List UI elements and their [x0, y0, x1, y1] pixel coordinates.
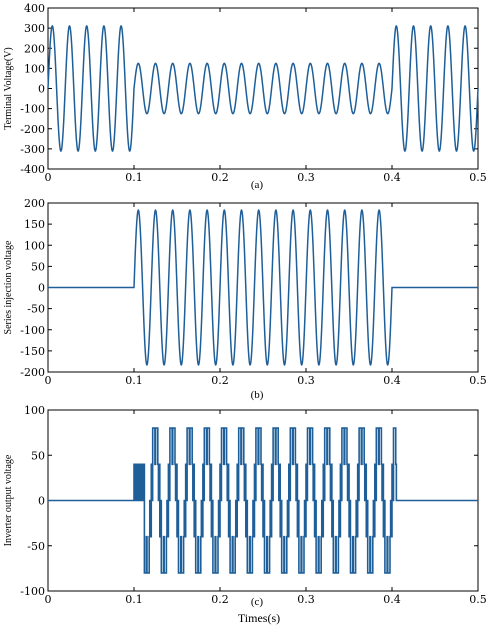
x-tick-label: 0.5 — [469, 171, 487, 184]
x-tick-label: 0.4 — [383, 374, 401, 387]
y-axis-label: Inverter output voltage — [3, 454, 14, 546]
y-tick-label: 50 — [31, 260, 45, 273]
y-tick-label: 200 — [24, 42, 45, 55]
y-tick-label: 400 — [24, 2, 45, 15]
x-tick-label: 0.1 — [125, 171, 143, 184]
y-tick-label: 100 — [24, 62, 45, 75]
x-tick-label: 0.3 — [297, 374, 315, 387]
y-tick-label: 150 — [24, 218, 45, 231]
y-tick-label: -150 — [20, 345, 45, 358]
y-tick-label: -50 — [27, 303, 45, 316]
x-tick-label: 0.3 — [297, 593, 315, 606]
panel-caption: (c) — [251, 596, 264, 608]
y-tick-label: -100 — [20, 585, 45, 598]
x-tick-label: 0 — [45, 374, 52, 387]
y-tick-label: -200 — [20, 123, 45, 136]
series-line — [47, 24, 479, 153]
y-tick-label: 0 — [38, 83, 45, 96]
y-tick-label: -300 — [20, 143, 45, 156]
x-tick-label: 0.2 — [211, 171, 229, 184]
panel-caption: (a) — [251, 179, 264, 191]
y-tick-label: 100 — [24, 239, 45, 252]
x-tick-label: 0.1 — [125, 374, 143, 387]
y-tick-label: -100 — [20, 103, 45, 116]
y-tick-label: 300 — [24, 22, 45, 35]
y-tick-label: -50 — [27, 540, 45, 553]
chart-panel-b: 0 0.1 0.2 0.3 0.4 0.5 -200 -150 -100 -50 0 50 100 150… — [3, 197, 487, 401]
chart-panel-a: 0 0.1 0.2 0.3 0.4 0.5 -400 -300 -200 -100 0 100 200 3… — [3, 2, 487, 191]
y-tick-label: 200 — [24, 197, 45, 210]
x-axis-label: Times(s) — [238, 611, 280, 625]
y-tick-label: -400 — [20, 163, 45, 176]
x-tick-label: 0.2 — [211, 374, 229, 387]
x-tick-label: 0.3 — [297, 171, 315, 184]
y-tick-label: -100 — [20, 324, 45, 337]
y-axis-label: Series injection voltage — [3, 240, 14, 334]
y-tick-label: 100 — [24, 404, 45, 417]
x-tick-label: 0.4 — [383, 593, 401, 606]
y-tick-label: 50 — [31, 449, 45, 462]
x-tick-label: 0.1 — [125, 593, 143, 606]
panel-caption: (b) — [251, 389, 264, 401]
x-tick-label: 0 — [45, 593, 52, 606]
x-tick-label: 0.4 — [383, 171, 401, 184]
x-tick-label: 0 — [45, 171, 52, 184]
series-line — [48, 209, 478, 366]
x-tick-label: 0.5 — [469, 374, 487, 387]
y-axis-label: Terminal Voltage(V) — [3, 47, 14, 130]
y-tick-label: 0 — [38, 282, 45, 295]
x-tick-label: 0.2 — [211, 593, 229, 606]
y-tick-label: -200 — [20, 366, 45, 379]
chart-panel-c: 0 0.1 0.2 0.3 0.4 0.5 -100 -50 0 50 100 Inverter ou… — [3, 404, 487, 625]
x-tick-label: 0.5 — [469, 593, 487, 606]
y-tick-label: 0 — [38, 495, 45, 508]
